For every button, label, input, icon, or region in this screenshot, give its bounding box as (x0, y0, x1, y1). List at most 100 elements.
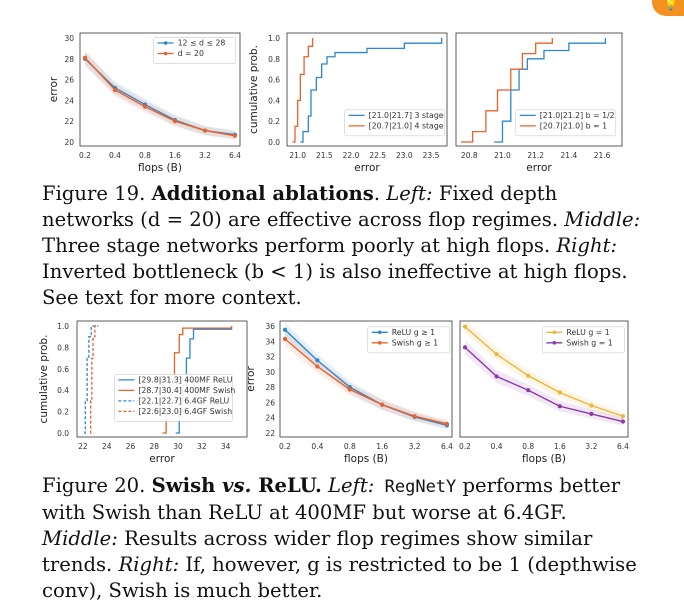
figure20-chart2-ytick: 26 (265, 398, 275, 407)
figure19-chart2-series1-line (300, 38, 443, 143)
figure19-chart2-ytick: 0.2 (268, 117, 280, 126)
figure20-chart1-legend-label: [28.7|30.4] 400MF Swish (138, 386, 235, 395)
figure20-chart2-legend-marker (377, 330, 382, 335)
figure20-chart3-xlabel: flops (B) (522, 453, 566, 465)
figure20-chart2-series2-band (285, 331, 447, 428)
figure20-chart2-series2-point (444, 421, 450, 426)
figure19-chart1-series2-point (232, 133, 238, 138)
fig19-middle-text: Three stage networks perform poorly at h… (42, 234, 557, 257)
figure20-chart1-xtick: 32 (197, 442, 207, 451)
figure19-chart1-series1-line (84, 58, 236, 136)
figure20-chart3-series2-point (494, 374, 499, 379)
figure19-chart2-ytick: 0.0 (268, 138, 280, 147)
figure20-chart1-xtick: 28 (149, 442, 159, 451)
figure20-chart2-ytick: 32 (265, 353, 275, 362)
figure19-chart1-ytick: 22 (64, 117, 74, 126)
figure20-chart2-legend-label: Swish g ≥ 1 (392, 338, 438, 347)
fig19-left-label: Left: (386, 182, 433, 205)
figure20-chart1-ytick: 0.0 (57, 429, 69, 438)
figure20-chart2-series2-point (412, 414, 417, 419)
figure20-chart3-legend-label: ReLU g = 1 (566, 328, 609, 337)
figure19-chart3-xtick: 20.8 (461, 151, 478, 160)
figure20-chart3-series2-point (620, 419, 626, 424)
figure20-chart1-xtick: 30 (173, 442, 183, 451)
figure19-chart1-legend-marker (163, 51, 168, 56)
figure19-chart1-xtick: 0.8 (139, 151, 151, 160)
figure20-chart2-legend-marker (377, 341, 382, 345)
figure20-chart3-series2-line (464, 346, 624, 423)
fig19-label: Figure 19. (42, 182, 146, 205)
figure20-chart2-ytick: 24 (265, 414, 275, 423)
figure19-chart2-xtick: 23.5 (423, 151, 440, 160)
figure20-chart1-ytick: 0.8 (57, 343, 69, 352)
figure20-chart1-series4-line (90, 325, 99, 434)
fig20-title: Swish (151, 474, 223, 497)
figure20-chart2-xtick: 0.8 (344, 442, 356, 451)
figure19-chart2-legend-label: [20.7|21.0] 4 stage (369, 121, 444, 130)
figure19-chart1-series2-point (82, 55, 88, 60)
figure20-chart3-series1-line (464, 326, 624, 417)
figure20-chart3-xtick: 1.6 (554, 442, 566, 451)
figure19-chart1-ytick: 24 (64, 96, 74, 105)
figure20-chart1-xtick: 22 (78, 442, 88, 451)
figure19-chart2-xtick: 22.5 (369, 151, 386, 160)
figure19-chart1-frame (79, 32, 241, 147)
figure19-chart1-ytick: 28 (64, 55, 74, 64)
figure20-chart2-series2-line (284, 338, 448, 425)
figure20-chart2-series2-point (380, 402, 385, 407)
figure20-chart1-xlabel: error (149, 453, 175, 465)
figure19-caption: Figure 19. Additional ablations. Left: F… (42, 181, 642, 311)
fig20-left-text: performs better with Swish than ReLU at … (42, 474, 621, 524)
figure20-chart1-xtick: 34 (221, 442, 231, 451)
figure20-chart2-ylabel: error (245, 366, 257, 392)
figure20-chart1-legend-label: [22.1|22.7] 6.4GF ReLU (138, 396, 229, 405)
fig19-right-text: Inverted bottleneck (b < 1) is also inef… (42, 260, 628, 309)
figure20-chart2-xlabel: flops (B) (344, 453, 388, 465)
fig20-middle-label: Middle: (42, 527, 118, 550)
fig19-title: Additional ablations (151, 182, 374, 205)
figure19-chart1-series2-point (142, 104, 148, 109)
figure19-chart3-xtick: 21.6 (594, 151, 611, 160)
figure19-chart2-xtick: 23.0 (396, 151, 413, 160)
fig20-right-text: If, however, g is restricted to be 1 (de… (42, 553, 637, 602)
figure20-chart3-frame (459, 320, 629, 438)
figure20-chart2-ytick: 30 (265, 368, 275, 377)
figure19-chart2-xtick: 21.0 (289, 151, 306, 160)
figure20-chart2-series2-point (282, 336, 288, 342)
figure20-chart2-series1-point (315, 358, 320, 363)
figure20-chart3-series1-point (620, 414, 626, 419)
figure20-chart3-series2-point (589, 411, 594, 416)
figure20-chart3-series2-point (557, 404, 562, 409)
figure19-chart2-legend-label: [21.0|21.7] 3 stage (369, 111, 444, 120)
figure20-chart3-series1-point (494, 352, 499, 357)
figure19-chart1-legend-marker (163, 41, 168, 45)
figure20-chart3-series1-point (462, 324, 468, 329)
figure20-chart1-xtick: 26 (126, 442, 136, 451)
figure19-chart3-xlabel: error (526, 162, 552, 174)
figure19-chart1-legend (153, 37, 236, 64)
figure20-chart1-frame (76, 320, 248, 438)
lightbulb-badge[interactable]: 💡 (652, 0, 684, 16)
figure19-chart1-xtick: 0.4 (109, 151, 121, 160)
figure19-chart2-ytick: 1.0 (268, 34, 280, 43)
figure20-chart2-series2-point (315, 364, 320, 369)
figure19-chart2-ytick: 0.4 (268, 96, 280, 105)
figure19-chart2-frame (286, 32, 448, 147)
figure20-chart2-xtick: 0.4 (311, 442, 323, 451)
figure19-chart3-xtick: 21.2 (527, 151, 544, 160)
figure19-chart3-series1-line (494, 38, 607, 143)
figure20-chart3-series1-point (589, 403, 594, 408)
fig20-right-label: Right: (118, 553, 180, 576)
figure19-chart2-xtick: 21.5 (316, 151, 333, 160)
figure19-chart1-ylabel: error (48, 76, 60, 102)
figure20-chart2-series1-band (285, 322, 447, 430)
figure20-chart1-legend (114, 374, 233, 422)
figure20-chart2-xtick: 6.4 (441, 442, 453, 451)
figure20-chart3-series1-point (526, 373, 531, 378)
fig20-title2: ReLU. (251, 474, 322, 497)
figure20-chart3-legend-marker (552, 330, 557, 335)
figure20-chart1-legend-label: [22.6|23.0] 6.4GF Swish (138, 407, 232, 416)
fig20-left-label: Left: (321, 474, 375, 497)
figure19-chart3-series2-line (460, 38, 553, 143)
figure19-chart1-series2-point (112, 87, 118, 93)
